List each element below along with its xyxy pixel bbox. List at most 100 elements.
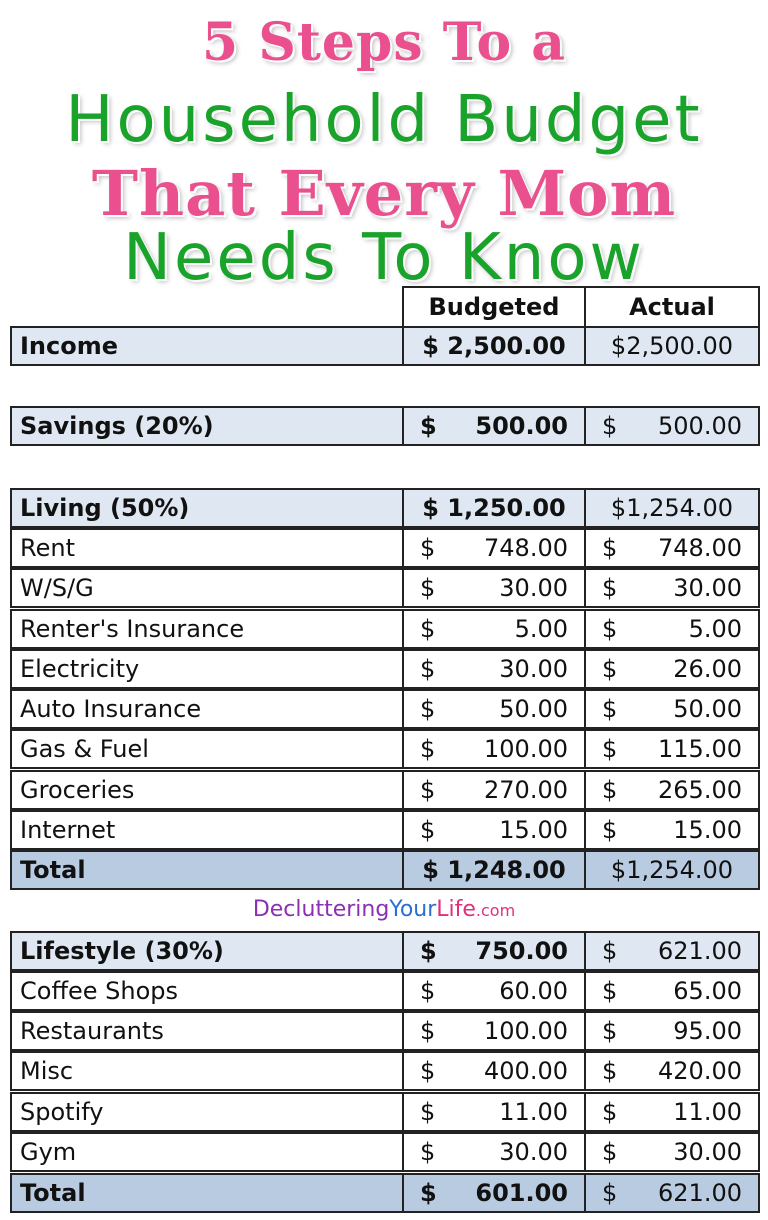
savings-actual-value: 500.00: [658, 412, 742, 440]
currency-symbol: $: [420, 1179, 437, 1207]
table-row-actual-value: 95.00: [673, 1017, 742, 1046]
table-row-label: Renter's Insurance: [10, 608, 404, 649]
table-row-budgeted: $5.00: [402, 608, 586, 649]
table-row-label: Restaurants: [10, 1011, 404, 1052]
currency-symbol: $: [420, 534, 436, 562]
table-row-budgeted-value: 270.00: [484, 775, 568, 804]
watermark-part-2: Your: [389, 897, 437, 922]
table-row-actual: $5.00: [584, 608, 760, 649]
table-row-label: W/S/G: [10, 568, 404, 609]
table-row-budgeted: $60.00: [402, 971, 586, 1011]
table-row-actual-value: 420.00: [658, 1057, 742, 1086]
table-row-actual-value: 265.00: [658, 775, 742, 804]
currency-symbol: $: [420, 1057, 436, 1086]
table-row-budgeted-value: 30.00: [499, 654, 568, 683]
table-row-actual: $30.00: [584, 1131, 760, 1172]
table-row-actual: $115.00: [584, 729, 760, 770]
table-row-actual-value: 65.00: [673, 977, 742, 1005]
table-row-budgeted: $400.00: [402, 1051, 586, 1092]
table-row-budgeted: $270.00: [402, 769, 586, 810]
table-row-actual-value: 30.00: [673, 1137, 742, 1166]
currency-symbol: $: [420, 977, 436, 1005]
table-row-budgeted: $100.00: [402, 1011, 586, 1052]
table-row-budgeted-value: 11.00: [499, 1097, 568, 1126]
currency-symbol: $: [602, 574, 618, 603]
table-row-label: Coffee Shops: [10, 971, 404, 1011]
living-header-actual: $1,254.00: [584, 488, 760, 528]
table-row-budgeted: $15.00: [402, 809, 586, 850]
lifestyle-header-actual: $621.00: [584, 931, 760, 971]
income-actual: $2,500.00: [584, 326, 760, 366]
currency-symbol: $: [420, 1097, 436, 1126]
column-header-actual: Actual: [584, 286, 760, 328]
currency-symbol: $: [602, 937, 618, 965]
living-header-label: Living (50%): [10, 488, 404, 528]
table-row-label: Misc: [10, 1051, 404, 1092]
currency-symbol: $: [420, 735, 436, 764]
table-row-actual: $30.00: [584, 568, 760, 609]
table-row-actual: $748.00: [584, 528, 760, 568]
lifestyle-header-actual-value: 621.00: [658, 937, 742, 965]
table-row-budgeted: $748.00: [402, 528, 586, 568]
table-row-actual: $50.00: [584, 689, 760, 729]
table-row-budgeted-value: 60.00: [499, 977, 568, 1005]
table-row-actual-value: 748.00: [658, 534, 742, 562]
table-row-budgeted-value: 100.00: [484, 735, 568, 764]
currency-symbol: $: [602, 1179, 618, 1207]
currency-symbol: $: [602, 412, 618, 440]
table-row-actual-value: 50.00: [673, 695, 742, 723]
title-line-4: Needs To Know: [123, 221, 645, 295]
lifestyle-header-label: Lifestyle (30%): [10, 931, 404, 971]
table-row-label: Internet: [10, 809, 404, 850]
table-row-budgeted-value: 748.00: [484, 534, 568, 562]
table-row-actual-value: 5.00: [688, 614, 742, 643]
table-row-budgeted: $11.00: [402, 1091, 586, 1132]
currency-symbol: $: [420, 775, 436, 804]
income-budgeted: $ 2,500.00: [402, 326, 586, 366]
table-row-actual-value: 115.00: [658, 735, 742, 764]
savings-actual: $ 500.00: [584, 406, 760, 446]
table-row-budgeted-value: 30.00: [499, 574, 568, 603]
currency-symbol: $: [602, 695, 618, 723]
savings-budgeted: $ 500.00: [402, 406, 586, 446]
table-row-budgeted-value: 400.00: [484, 1057, 568, 1086]
lifestyle-total-budgeted-value: 601.00: [475, 1179, 568, 1207]
table-row-actual-value: 11.00: [673, 1097, 742, 1126]
table-row-label: Electricity: [10, 648, 404, 689]
column-header-budgeted: Budgeted: [402, 286, 586, 328]
watermark-part-4: .com: [475, 901, 516, 920]
table-row-label: Gas & Fuel: [10, 729, 404, 770]
currency-symbol: $: [420, 654, 436, 683]
currency-symbol: $: [420, 937, 437, 965]
table-row-budgeted-value: 50.00: [499, 695, 568, 723]
savings-budgeted-value: 500.00: [475, 412, 568, 440]
currency-symbol: $: [420, 695, 436, 723]
income-label: Income: [10, 326, 404, 366]
table-row-label: Spotify: [10, 1091, 404, 1132]
lifestyle-header-budgeted: $750.00: [402, 931, 586, 971]
table-row-budgeted: $30.00: [402, 648, 586, 689]
savings-label: Savings (20%): [10, 406, 404, 446]
currency-symbol: $: [420, 412, 437, 440]
table-row-budgeted: $30.00: [402, 1131, 586, 1172]
site-watermark: DeclutteringYourLife.com: [0, 896, 768, 924]
table-row-actual-value: 26.00: [673, 654, 742, 683]
living-header-budgeted: $ 1,250.00: [402, 488, 586, 528]
table-row-actual: $11.00: [584, 1091, 760, 1132]
table-row-actual: $26.00: [584, 648, 760, 689]
lifestyle-header-budgeted-value: 750.00: [475, 937, 568, 965]
table-row-actual: $65.00: [584, 971, 760, 1011]
currency-symbol: $: [420, 1017, 436, 1046]
currency-symbol: $: [420, 815, 436, 844]
lifestyle-total-actual: $621.00: [584, 1173, 760, 1213]
table-row-budgeted-value: 100.00: [484, 1017, 568, 1046]
table-row-budgeted-value: 30.00: [499, 1137, 568, 1166]
currency-symbol: $: [420, 614, 436, 643]
table-row-actual: $95.00: [584, 1011, 760, 1052]
currency-symbol: $: [602, 614, 618, 643]
currency-symbol: $: [602, 1097, 618, 1126]
living-total-actual: $1,254.00: [584, 850, 760, 890]
title-line-1: 5 Steps To a: [202, 12, 566, 73]
table-row-label: Auto Insurance: [10, 689, 404, 729]
lifestyle-total-budgeted: $601.00: [402, 1173, 586, 1213]
